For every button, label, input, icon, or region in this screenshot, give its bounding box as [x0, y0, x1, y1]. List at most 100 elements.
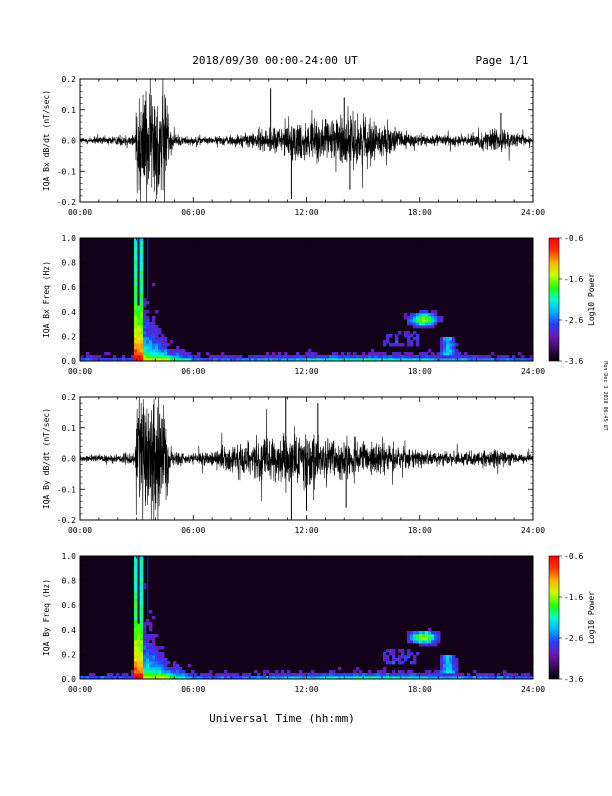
spectrogram-cell — [218, 355, 222, 359]
spectrogram-cell — [410, 652, 414, 656]
spectrogram-cell — [437, 355, 441, 359]
spectrogram-cell — [437, 631, 441, 635]
spectrogram-cell — [143, 319, 147, 323]
spectrogram-cell — [164, 358, 168, 362]
spectrogram-cell — [140, 613, 144, 617]
colorbar-tick-label: -1.6 — [564, 275, 583, 284]
spectrogram-cell — [263, 673, 267, 677]
spectrogram-cell — [401, 670, 405, 674]
spectrogram-cell — [146, 334, 150, 338]
spectrogram-cell — [449, 340, 453, 344]
spectrogram-cell — [209, 358, 213, 362]
spectrogram-cell — [143, 331, 147, 335]
spectrogram-cell — [194, 676, 198, 680]
spectrogram-cell — [134, 247, 138, 251]
spectrogram-cell — [146, 643, 150, 647]
spectrogram-cell — [302, 673, 306, 677]
spectrogram-cell — [287, 670, 291, 674]
spectrogram-cell — [155, 349, 159, 353]
spectrogram-cell — [494, 676, 498, 680]
spectrogram-cell — [140, 646, 144, 650]
spectrogram-cell — [287, 673, 291, 677]
trace-spikes — [270, 88, 502, 199]
spectrogram-cell — [404, 334, 408, 338]
spectrogram-cell — [332, 676, 336, 680]
spectrogram-cell — [473, 355, 477, 359]
spectrogram-cell — [407, 334, 411, 338]
y-tick-label: 0.6 — [62, 601, 77, 610]
spectrogram-cell — [437, 637, 441, 641]
spectrogram-cell — [410, 316, 414, 320]
spectrogram-cell — [425, 325, 429, 329]
spectrogram-cell — [146, 637, 150, 641]
spectrogram-cell — [140, 562, 144, 566]
spectrogram-cell — [386, 655, 390, 659]
spectrogram-cell — [365, 673, 369, 677]
spectrogram-cell — [179, 355, 183, 359]
spectrogram-cell — [368, 673, 372, 677]
spectrogram-cell — [416, 355, 420, 359]
x-tick-label: 00:00 — [68, 526, 92, 535]
x-tick-label: 12:00 — [294, 526, 318, 535]
spectrogram-cell — [440, 664, 444, 668]
spectrogram-cell — [503, 355, 507, 359]
spectrogram-cell — [134, 637, 138, 641]
spectrogram-cell — [407, 670, 411, 674]
spectrogram-cell — [113, 676, 117, 680]
spectrogram-cell — [449, 346, 453, 350]
spectrogram-cell — [146, 649, 150, 653]
spectrogram-cell — [380, 355, 384, 359]
trace-series-0 — [80, 79, 533, 202]
spectrogram-cell — [404, 658, 408, 662]
spectrogram-cell — [152, 349, 156, 353]
spectrogram-cell — [92, 673, 96, 677]
spectrogram-cell — [158, 670, 162, 674]
spectrogram-cell — [197, 355, 201, 359]
spectrogram-cell — [407, 634, 411, 638]
spectrogram-cell — [416, 673, 420, 677]
spectrogram-cell — [161, 664, 165, 668]
y-tick-label: 0.0 — [62, 455, 77, 464]
spectrogram-cell — [389, 673, 393, 677]
spectrogram-cell — [410, 634, 414, 638]
spectrogram-cell — [146, 670, 150, 674]
spectrogram-cell — [143, 322, 147, 326]
spectrogram-cell — [134, 274, 138, 278]
spectrogram-cell — [449, 658, 453, 662]
spectrogram-cell — [488, 673, 492, 677]
spectrogram-cell — [143, 634, 147, 638]
spectrogram-cell — [359, 676, 363, 680]
spectrogram-cell — [431, 676, 435, 680]
spectrogram-cell — [131, 355, 135, 359]
spectrogram-cell — [323, 355, 327, 359]
spectrogram-cell — [149, 649, 153, 653]
spectrogram-cell — [443, 358, 447, 362]
spectrogram-cell — [158, 340, 162, 344]
spectrogram-cell — [257, 676, 261, 680]
spectrogram-cell — [188, 673, 192, 677]
spectrogram-cell — [530, 355, 534, 359]
spectrogram-cell — [200, 673, 204, 677]
spectrogram-cell — [146, 331, 150, 335]
spectrogram-cell — [143, 637, 147, 641]
spectrogram-cell — [227, 676, 231, 680]
spectrogram-cell — [338, 673, 342, 677]
spectrogram-cell — [134, 358, 138, 362]
spectrogram-cell — [407, 355, 411, 359]
spectrogram-cell — [386, 334, 390, 338]
spectrogram-cell — [404, 331, 408, 335]
spectrogram-cell — [137, 622, 141, 626]
colorbar-tick-label: -2.6 — [564, 634, 583, 643]
spectrogram-cell — [158, 676, 162, 680]
spectrogram-cell — [443, 355, 447, 359]
spectrogram-cell — [437, 316, 441, 320]
spectrogram-cell — [434, 358, 438, 362]
spectrogram-cell — [161, 658, 165, 662]
spectrogram-cell — [146, 661, 150, 665]
spectrogram-cell — [278, 358, 282, 362]
spectrogram-cell — [338, 355, 342, 359]
spectrogram-cell — [488, 355, 492, 359]
spectrogram-cell — [443, 670, 447, 674]
spectrogram-cell — [320, 355, 324, 359]
spectrogram-cell — [407, 637, 411, 641]
